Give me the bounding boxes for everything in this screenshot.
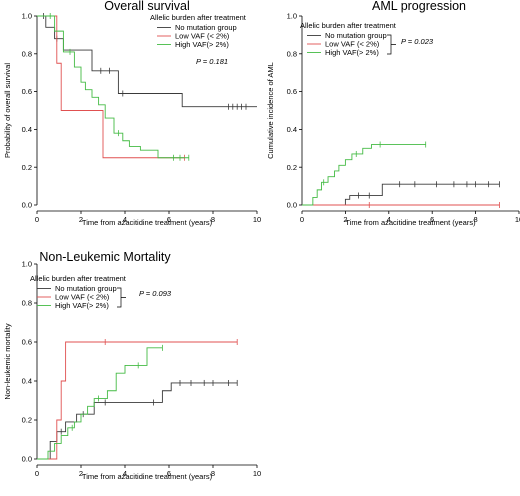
chart-title: Overall survival [104,0,189,13]
legend-entry: High VAF(> 2%) [325,48,379,57]
x-tick-label: 8 [211,469,215,478]
p-value-annotation: P = 0.093 [139,289,172,298]
series-line-3 [37,15,189,159]
x-tick-label: 10 [253,215,261,224]
y-tick-label: 0.6 [287,87,297,96]
x-tick-label: 10 [253,469,261,478]
y-axis-label: Probability of overall survival [3,63,12,158]
y-tick-label: 0.4 [22,125,32,134]
x-axis-label: Time from azacitidine treatment (years) [345,218,476,227]
y-tick-label: 1.0 [22,12,32,21]
y-tick-label: 0.0 [22,455,32,464]
y-axis-label: Non-leukemic mortality [3,323,12,400]
x-tick-label: 2 [343,215,347,224]
legend-entry: No mutation group [325,31,387,40]
series-line-2 [37,341,238,460]
y-tick-label: 0.8 [287,49,297,58]
x-tick-label: 2 [79,469,83,478]
y-tick-label: 1.0 [22,260,32,269]
x-tick-label: 0 [35,469,39,478]
y-tick-label: 0.4 [287,125,297,134]
x-tick-label: 10 [515,215,520,224]
y-tick-label: 0.0 [287,201,297,210]
y-tick-label: 0.2 [22,416,32,425]
p-value-annotation: P = 0.181 [196,57,228,66]
chart-title: Non-Leukemic Mortality [39,250,171,264]
series-line-1 [37,15,257,108]
legend-brace [387,34,396,55]
chart-2: AML progression 0.0 0.2 0.4 0.6 0.8 1.0 0 2 4 6 8 10… [266,0,520,227]
series-line-1 [37,382,238,460]
legend-entry: Low VAF (< 2%) [55,293,110,302]
x-tick-label: 4 [387,215,391,224]
x-axis-label: Time from azacitidine treatment (years) [82,472,213,481]
y-tick-label: 0.6 [22,338,32,347]
legend-brace [117,287,126,308]
legend-title: Allelic burden after treatment [300,21,397,30]
legend-entry: High VAF(> 2%) [175,40,229,49]
y-tick-label: 0.6 [22,87,32,96]
x-tick-label: 4 [123,215,127,224]
y-tick-label: 0.8 [22,299,32,308]
y-tick-label: 1.0 [287,12,297,21]
y-tick-label: 0.2 [287,163,297,172]
series-line-3 [37,347,163,460]
p-value-annotation: P = 0.023 [401,37,434,46]
x-tick-label: 8 [211,215,215,224]
y-tick-label: 0.4 [22,377,32,386]
x-tick-label: 6 [167,215,171,224]
x-tick-label: 8 [474,215,478,224]
y-tick-label: 0.8 [22,49,32,58]
legend-entry: No mutation group [175,23,237,32]
legend-entry: Low VAF (< 2%) [175,32,230,41]
series-line-1 [302,183,500,206]
y-axis-label: Cumulative incidence of AML [266,62,275,159]
x-axis-label: Time from azacitidine treatment (years) [82,218,213,227]
legend-entry: Low VAF (< 2%) [325,40,380,49]
chart-title: AML progression [372,0,466,13]
legend-entry: No mutation group [55,284,117,293]
chart-1: Overall survival 0.0 0.2 0.4 0.6 0.8 1.0 0 2 4 6 8 1… [3,0,261,227]
x-tick-label: 0 [35,215,39,224]
x-tick-label: 6 [167,469,171,478]
y-tick-label: 0.0 [22,201,32,210]
chart-3: Non-Leukemic Mortality 0.0 0.2 0.4 0.6 0.8 1.0… [3,250,261,481]
x-tick-label: 2 [79,215,83,224]
x-tick-label: 6 [430,215,434,224]
series-line-2 [37,15,185,159]
series-line-3 [302,144,426,206]
x-tick-label: 0 [300,215,304,224]
y-tick-label: 0.2 [22,163,32,172]
legend-title: Allelic burden after treatment [30,274,127,283]
legend-title: Allelic burden after treatment [150,13,247,22]
x-tick-label: 4 [123,469,127,478]
legend-entry: High VAF(> 2%) [55,301,109,310]
